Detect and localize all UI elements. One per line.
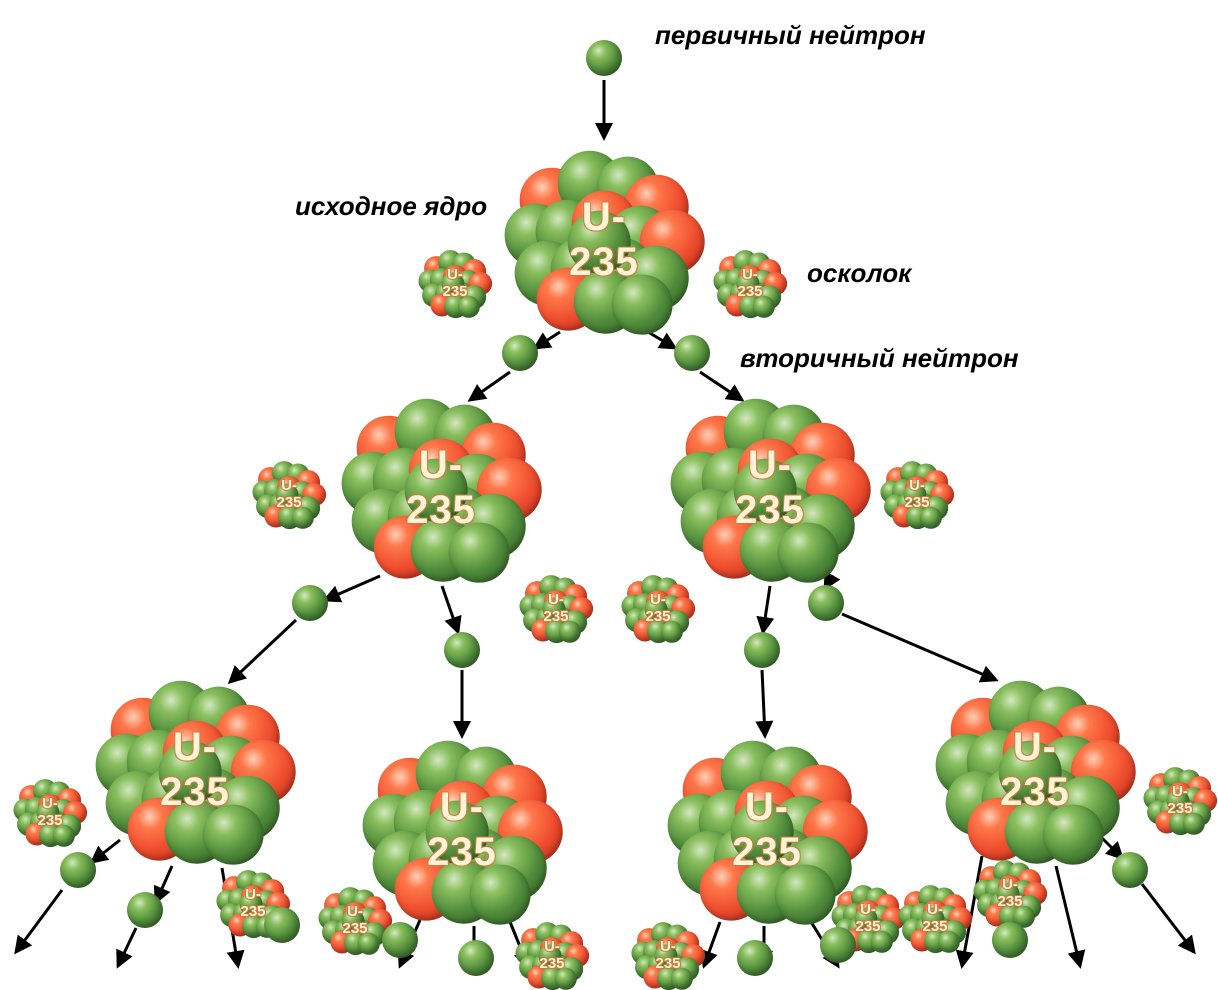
arrow [118,928,136,966]
free-neutron-icon [820,927,856,963]
arrow [16,890,62,952]
arrow [156,866,172,902]
arrow [1056,866,1080,966]
nucleus-label: U-235 [236,886,271,920]
nucleus-fragment: U-235 [521,573,591,643]
nucleus-label: U-235 [557,195,652,285]
nucleus-fragment: U-235 [320,885,390,955]
nucleus-large: U-235 [675,393,865,583]
nucleus-large: U-235 [509,145,699,335]
nucleus-label: U-235 [535,938,570,972]
free-neutron-icon [674,335,710,371]
nucleus-fragment: U-235 [975,858,1045,928]
free-neutron-icon [127,892,163,928]
free-neutron-icon [292,585,328,621]
nucleus-label: U-235 [900,477,935,511]
nucleus-label: U-235 [338,903,373,937]
arrow [230,620,296,682]
free-neutron-icon [264,907,300,943]
nucleus-label: U-235 [988,725,1083,815]
nucleus-label: U-235 [415,785,510,875]
free-neutron-icon [382,922,418,958]
diagram-label: первичный нейтрон [655,20,926,51]
nucleus-label: U-235 [438,266,473,300]
nucleus-large: U-235 [100,675,290,865]
free-neutron-icon [744,632,780,668]
nucleus-fragment: U-235 [1145,765,1215,835]
nucleus-label: U-235 [720,785,815,875]
nucleus-label: U-235 [851,901,886,935]
nucleus-label: U-235 [33,795,68,829]
nucleus-label: U-235 [1163,783,1198,817]
free-neutron-icon [1112,852,1148,888]
nucleus-label: U-235 [651,938,686,972]
nucleus-label: U-235 [394,443,489,533]
nucleus-label: U-235 [993,876,1028,910]
nucleus-fragment: U-235 [517,920,587,990]
free-neutron-icon [60,852,96,888]
nucleus-fragment: U-235 [882,459,952,529]
nucleus-fragment: U-235 [715,248,785,318]
nucleus-label: U-235 [918,901,953,935]
diagram-label: исходное ядро [295,191,487,222]
free-neutron-icon [808,585,844,621]
free-neutron-icon [586,40,622,76]
fission-diagram: U-235 U-235 U-235 U-235 U-235 U-235 U-235 U-235… [0,0,1218,972]
nucleus-fragment: U-235 [420,248,490,318]
arrow [763,586,770,632]
free-neutron-icon [737,940,773,976]
arrow [762,670,765,736]
nucleus-fragment: U-235 [15,777,85,847]
nucleus-fragment: U-235 [633,920,703,990]
nucleus-label: U-235 [723,443,818,533]
nucleus-label: U-235 [148,725,243,815]
arrow [442,586,458,632]
nucleus-label: U-235 [641,591,676,625]
free-neutron-icon [992,922,1028,958]
arrow [704,922,720,966]
nucleus-label: U-235 [539,591,574,625]
arrow [842,614,996,680]
nucleus-label: U-235 [733,266,768,300]
diagram-label: осколок [807,258,911,289]
free-neutron-icon [444,632,480,668]
diagram-label: вторичный нейтрон [740,343,1019,374]
arrow [1142,884,1194,952]
free-neutron-icon [458,940,494,976]
nucleus-large: U-235 [940,675,1130,865]
nucleus-fragment: U-235 [623,573,693,643]
free-neutron-icon [502,335,538,371]
nucleus-fragment: U-235 [254,459,324,529]
nucleus-fragment: U-235 [900,883,970,953]
nucleus-large: U-235 [367,735,557,925]
nucleus-large: U-235 [346,393,536,583]
nucleus-label: U-235 [272,477,307,511]
